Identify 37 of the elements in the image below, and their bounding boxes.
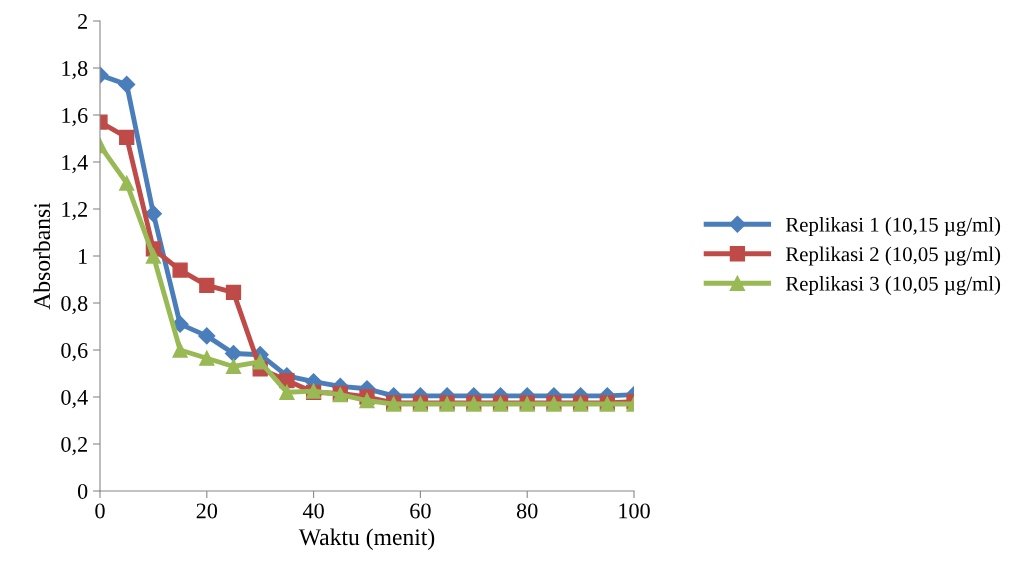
- point: [119, 175, 135, 191]
- y-tick-label: 1: [79, 249, 87, 264]
- legend-label: Replikasi 2 (10,05 µg/ml): [785, 246, 1001, 266]
- point: [198, 327, 216, 345]
- y-tick-label: 0,4: [61, 389, 88, 409]
- y-tick-label: 0,6: [61, 342, 88, 362]
- point: [118, 75, 136, 94]
- point: [224, 344, 243, 363]
- y-tick-label: 2: [78, 13, 87, 29]
- point: [225, 358, 242, 375]
- y-tick-label: 1,6: [62, 107, 88, 127]
- y-tick-label: 0,8: [61, 295, 88, 315]
- x-tick-label: 0: [95, 503, 105, 519]
- point: [172, 262, 188, 278]
- legend-label: Replikasi 1 (10,15 µg/ml): [785, 217, 1001, 237]
- point: [199, 350, 215, 366]
- x-tick-label: 100: [619, 503, 650, 519]
- y-tick-label: 1,8: [62, 60, 88, 80]
- point: [359, 392, 375, 409]
- point: [145, 248, 162, 264]
- point: [252, 354, 268, 370]
- y-axis-title: Absorbansi: [33, 202, 51, 310]
- point: [279, 384, 295, 400]
- y-tick-label: 1,2: [62, 201, 87, 221]
- y-tick-label: 0,2: [61, 436, 87, 456]
- x-axis-title: Waktu (menit): [298, 528, 435, 550]
- x-tick-label: 40: [302, 503, 324, 519]
- y-tick-label: 0: [77, 483, 88, 499]
- x-tick-label: 80: [516, 503, 538, 519]
- x-tick-label: 20: [196, 503, 218, 519]
- x-tick-label: 60: [410, 503, 431, 519]
- point: [119, 129, 135, 145]
- point: [225, 284, 242, 301]
- point: [199, 277, 215, 294]
- point: [172, 342, 188, 358]
- legend-label: Replikasi 3 (10,05 µg/ml): [785, 276, 1001, 296]
- y-tick-label: 1,4: [62, 155, 88, 174]
